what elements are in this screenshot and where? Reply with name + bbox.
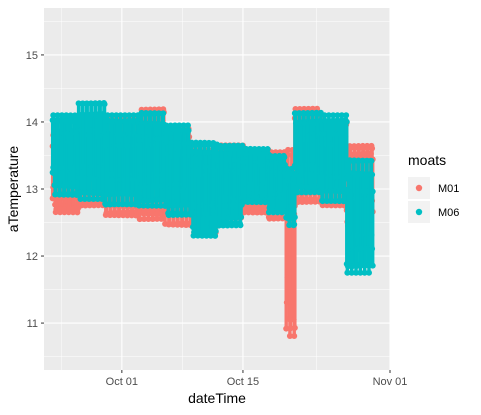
data-point-M06 xyxy=(153,202,160,209)
data-point-M06 xyxy=(264,146,271,153)
data-point-M06 xyxy=(121,112,128,119)
data-point-M06 xyxy=(321,112,328,119)
legend-items: M01 M06 xyxy=(408,177,459,223)
y-tick-label: 12 xyxy=(26,251,38,263)
data-point-M06 xyxy=(136,202,143,209)
legend: moats M01 M06 xyxy=(408,152,459,223)
data-point-M01 xyxy=(145,216,152,223)
legend-title: moats xyxy=(408,152,446,168)
data-point-M06 xyxy=(307,189,314,196)
data-point-M06 xyxy=(101,101,108,108)
x-tick-label: Oct 01 xyxy=(106,376,138,388)
series-M06 xyxy=(49,100,376,276)
legend-marker-M01 xyxy=(415,184,423,192)
legend-label-M01: M01 xyxy=(438,183,459,195)
data-point-M06 xyxy=(180,122,187,129)
data-point-M06 xyxy=(81,196,88,203)
data-point-M06 xyxy=(298,189,305,196)
data-point-M06 xyxy=(160,110,167,117)
data-point-M06 xyxy=(369,262,376,269)
data-point-M06 xyxy=(330,112,337,119)
data-point-M06 xyxy=(338,112,345,119)
data-point-M06 xyxy=(291,221,298,228)
legend-marker-M06 xyxy=(415,208,423,216)
data-point-M06 xyxy=(369,171,376,178)
y-axis: 11 12 13 14 15 xyxy=(26,50,44,330)
data-point-M06 xyxy=(195,228,202,235)
data-point-M06 xyxy=(361,269,368,276)
data-point-M06 xyxy=(63,112,70,119)
data-point-M06 xyxy=(325,112,332,119)
data-point-M06 xyxy=(311,189,318,196)
data-point-M01 xyxy=(287,325,294,332)
data-point-M06 xyxy=(344,269,351,276)
legend-label-M06: M06 xyxy=(438,207,459,219)
data-point-M01 xyxy=(291,333,298,340)
data-point-M06 xyxy=(302,189,309,196)
data-point-M01 xyxy=(369,145,376,152)
data-point-M06 xyxy=(67,112,74,119)
data-point-M06 xyxy=(184,122,191,129)
x-axis: Oct 01 Oct 15 Nov 01 xyxy=(106,370,408,388)
data-point-M06 xyxy=(130,112,137,119)
data-point-M06 xyxy=(334,112,341,119)
data-point-M06 xyxy=(126,112,133,119)
data-point-M06 xyxy=(157,202,164,209)
data-point-M01 xyxy=(158,215,165,222)
y-tick-label: 15 xyxy=(26,50,38,62)
data-point-M01 xyxy=(285,146,292,153)
data-point-M06 xyxy=(353,269,360,276)
data-point-M06 xyxy=(94,196,101,203)
x-axis-title: dateTime xyxy=(188,390,246,406)
data-point-M01 xyxy=(136,216,143,223)
data-point-M01 xyxy=(286,332,293,339)
x-tick-label: Oct 15 xyxy=(227,376,259,388)
data-point-M06 xyxy=(54,112,61,119)
data-point-M06 xyxy=(365,269,372,276)
data-point-M06 xyxy=(237,222,244,229)
data-point-M06 xyxy=(108,112,115,119)
data-point-M06 xyxy=(291,214,298,221)
data-point-M06 xyxy=(86,196,93,203)
data-point-M01 xyxy=(149,215,156,222)
data-point-M01 xyxy=(129,208,136,215)
data-point-M06 xyxy=(343,118,350,125)
data-point-M06 xyxy=(357,269,364,276)
data-point-M01 xyxy=(283,325,290,332)
data-point-M06 xyxy=(238,214,245,221)
data-point-M06 xyxy=(90,196,97,203)
data-point-M06 xyxy=(348,269,355,276)
data-point-M06 xyxy=(117,112,124,119)
data-point-M06 xyxy=(176,122,183,129)
data-point-M06 xyxy=(294,189,301,196)
y-tick-label: 11 xyxy=(27,318,38,330)
data-point-M06 xyxy=(207,232,214,239)
data-point-M06 xyxy=(144,202,151,209)
y-tick-label: 13 xyxy=(26,184,38,196)
y-tick-label: 14 xyxy=(26,117,38,129)
data-point-M06 xyxy=(212,232,219,239)
data-point-M06 xyxy=(58,112,65,119)
data-point-M06 xyxy=(149,202,156,209)
data-point-M06 xyxy=(185,127,192,134)
y-axis-title: aTemperature xyxy=(5,146,21,233)
data-point-M01 xyxy=(154,215,161,222)
data-point-M06 xyxy=(104,112,111,119)
data-point-M06 xyxy=(191,229,198,236)
data-point-M06 xyxy=(343,112,350,119)
data-point-M06 xyxy=(368,157,375,164)
data-points xyxy=(49,100,376,340)
x-tick-label: Nov 01 xyxy=(373,376,408,388)
data-point-M06 xyxy=(113,112,120,119)
data-point-M06 xyxy=(212,228,219,235)
data-point-M01 xyxy=(291,324,298,331)
data-point-M06 xyxy=(140,202,147,209)
data-point-M06 xyxy=(281,154,288,161)
data-point-M01 xyxy=(141,216,148,223)
data-point-M06 xyxy=(77,196,84,203)
data-point-M06 xyxy=(50,112,57,119)
data-point-M06 xyxy=(171,122,178,129)
data-point-M06 xyxy=(369,188,376,195)
